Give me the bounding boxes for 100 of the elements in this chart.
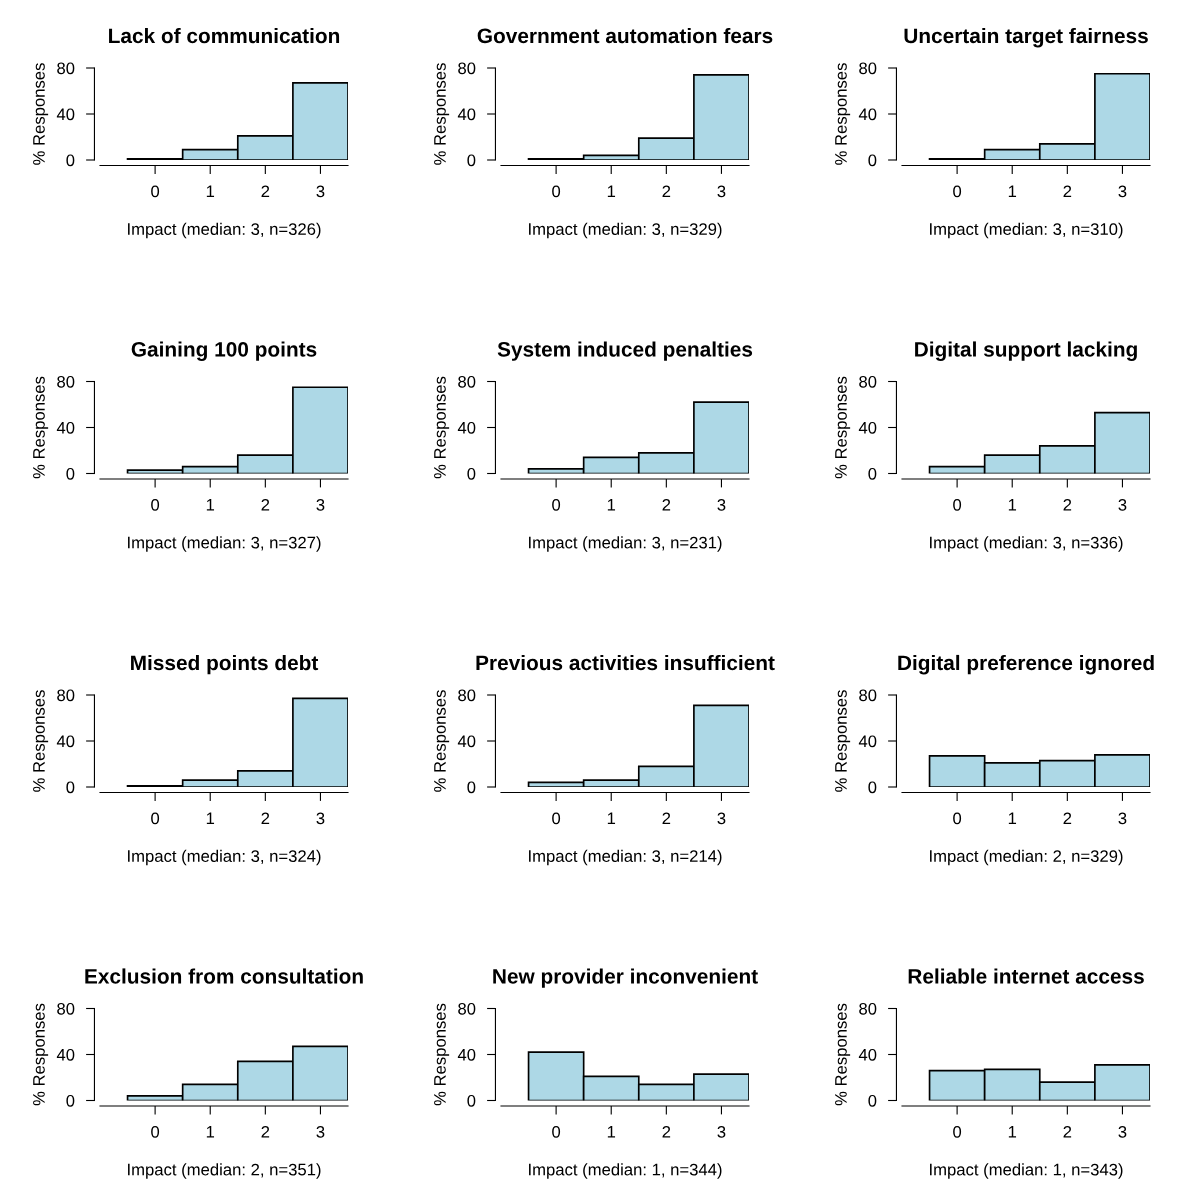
x-tick-label: 1 xyxy=(206,812,215,825)
y-tick-label: 0 xyxy=(868,154,877,167)
x-tick-label: 3 xyxy=(316,498,325,511)
x-tick-label: 2 xyxy=(261,1125,270,1138)
x-tick-label: 3 xyxy=(717,1125,726,1138)
x-axis-title: Impact (median: 1, n=343) xyxy=(930,1163,1123,1179)
x-tick-label: 1 xyxy=(1008,812,1017,825)
x-tick-label: 1 xyxy=(206,499,215,511)
x-axis-title: Impact (median: 3, n=327) xyxy=(128,536,321,552)
y-axis-title: % Responses xyxy=(835,376,851,479)
y-tick-label: 40 xyxy=(56,735,75,748)
x-tick-label: 1 xyxy=(607,1126,616,1138)
y-axis-title: % Responses xyxy=(434,1003,450,1106)
y-axis-title: % Responses xyxy=(434,690,450,792)
y-tick-label: 0 xyxy=(467,1094,476,1107)
y-tick-label: 80 xyxy=(458,689,476,702)
x-tick-label: 2 xyxy=(261,185,270,198)
y-tick-label: 40 xyxy=(56,1048,75,1061)
x-tick-label: 0 xyxy=(953,185,962,198)
y-axis-title: % Responses xyxy=(835,690,851,792)
x-tick-label: 2 xyxy=(662,185,671,198)
x-tick-label: 0 xyxy=(151,185,160,198)
y-tick-label: 40 xyxy=(56,108,75,121)
x-tick-label: 0 xyxy=(151,1125,160,1138)
chart-title: Missed points debt xyxy=(131,654,319,675)
y-tick-label: 0 xyxy=(467,467,476,480)
y-axis-title: % Responses xyxy=(33,1003,49,1106)
chart-title: Previous activities insufficient xyxy=(476,654,775,671)
x-tick-label: 1 xyxy=(1008,1126,1017,1138)
x-tick-label: 2 xyxy=(1063,812,1072,825)
x-tick-label: 3 xyxy=(717,812,726,825)
y-tick-label: 80 xyxy=(57,1002,75,1015)
y-tick-label: 80 xyxy=(57,689,75,702)
x-tick-label: 0 xyxy=(552,1125,561,1138)
x-tick-label: 1 xyxy=(206,1126,215,1138)
y-tick-label: 0 xyxy=(868,467,877,480)
y-tick-label: 80 xyxy=(458,375,476,388)
y-tick-label: 80 xyxy=(57,62,75,75)
x-tick-label: 3 xyxy=(1118,498,1127,511)
y-tick-label: 0 xyxy=(868,1094,877,1107)
chart-title: Lack of communication xyxy=(109,27,340,44)
chart-title: Digital support lacking xyxy=(915,341,1137,361)
x-tick-label: 1 xyxy=(1008,185,1017,198)
x-axis-title: Impact (median: 3, n=326) xyxy=(128,222,321,239)
x-axis-title: Impact (median: 2, n=351) xyxy=(128,1163,321,1179)
x-axis-title: Impact (median: 3, n=336) xyxy=(930,536,1123,552)
y-tick-label: 40 xyxy=(457,1048,476,1061)
chart-title: New provider inconvenient xyxy=(493,968,758,988)
y-tick-label: 0 xyxy=(467,781,476,794)
x-axis-title: Impact (median: 3, n=231) xyxy=(529,536,722,552)
y-tick-label: 80 xyxy=(458,62,476,75)
x-tick-label: 0 xyxy=(552,812,561,825)
x-tick-label: 2 xyxy=(261,812,270,825)
y-axis-title: % Responses xyxy=(835,63,851,165)
y-axis-title: % Responses xyxy=(33,376,49,479)
x-tick-label: 0 xyxy=(953,498,962,511)
x-tick-label: 2 xyxy=(662,1125,671,1138)
y-tick-label: 80 xyxy=(859,1002,877,1015)
y-tick-label: 40 xyxy=(457,735,476,748)
x-tick-label: 0 xyxy=(151,812,160,825)
x-tick-label: 3 xyxy=(1118,812,1127,825)
x-tick-label: 2 xyxy=(1063,185,1072,198)
y-axis-title: % Responses xyxy=(434,376,450,479)
x-tick-label: 1 xyxy=(607,185,616,198)
x-tick-label: 2 xyxy=(1063,1125,1072,1138)
y-tick-label: 0 xyxy=(66,467,75,480)
y-tick-label: 80 xyxy=(458,1002,476,1015)
y-axis-title: % Responses xyxy=(835,1003,851,1106)
x-tick-label: 1 xyxy=(1008,499,1017,511)
x-tick-label: 0 xyxy=(552,185,561,198)
y-tick-label: 40 xyxy=(858,108,877,121)
y-tick-label: 0 xyxy=(66,1094,75,1107)
y-axis-title: % Responses xyxy=(33,63,49,165)
x-tick-label: 3 xyxy=(316,812,325,825)
y-tick-label: 40 xyxy=(56,421,75,434)
y-tick-label: 40 xyxy=(858,735,877,748)
y-tick-label: 80 xyxy=(859,689,877,702)
y-tick-label: 80 xyxy=(57,375,75,388)
x-axis-title: Impact (median: 3, n=329) xyxy=(529,222,722,239)
x-tick-label: 3 xyxy=(1118,185,1127,198)
x-tick-label: 2 xyxy=(1063,498,1072,511)
x-axis-title: Impact (median: 1, n=344) xyxy=(529,1163,722,1179)
chart-title: Government automation fears xyxy=(477,27,773,44)
x-tick-label: 2 xyxy=(261,498,270,511)
x-tick-label: 3 xyxy=(316,185,325,198)
x-tick-label: 3 xyxy=(717,498,726,511)
y-tick-label: 0 xyxy=(66,781,75,794)
x-tick-label: 2 xyxy=(662,498,671,511)
y-tick-label: 0 xyxy=(467,154,476,167)
x-tick-label: 1 xyxy=(206,185,215,198)
chart-title: Uncertain target fairness xyxy=(904,27,1148,48)
chart-title: Reliable internet access xyxy=(908,968,1144,984)
y-axis-title: % Responses xyxy=(33,690,49,792)
chart-title: Digital preference ignored xyxy=(898,654,1154,675)
y-tick-label: 40 xyxy=(858,421,877,434)
y-tick-label: 0 xyxy=(66,154,75,167)
chart-title: Gaining 100 points xyxy=(131,341,317,361)
y-axis-title: % Responses xyxy=(434,63,450,165)
x-tick-label: 3 xyxy=(1118,1125,1127,1138)
y-tick-label: 0 xyxy=(868,781,877,794)
